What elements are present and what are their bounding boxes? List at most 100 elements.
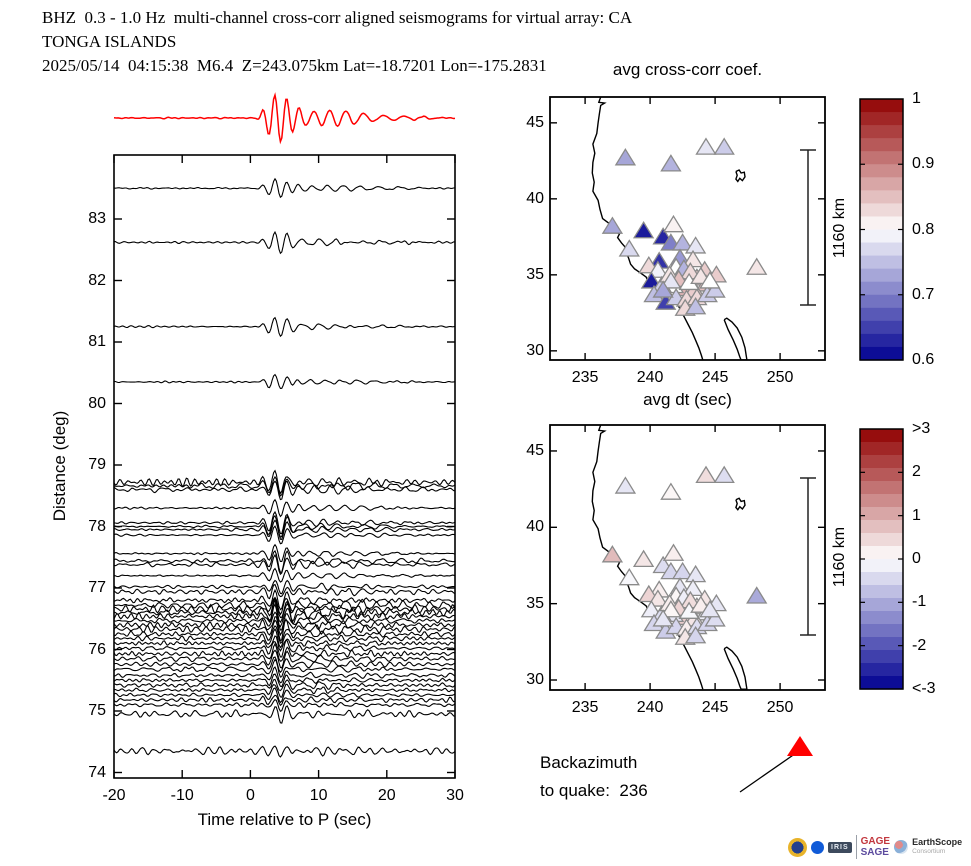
colorbar-step xyxy=(860,216,903,231)
station-triangle xyxy=(652,280,674,298)
colorbar-cc xyxy=(859,98,904,361)
station-triangle xyxy=(660,482,682,500)
colorbar-step xyxy=(860,585,903,599)
seismogram-trace xyxy=(113,705,456,724)
sage-label: SAGE xyxy=(860,847,889,858)
seismogram-trace xyxy=(113,510,456,535)
seis-yaxis-label: Distance (deg) xyxy=(50,410,69,522)
seismogram-trace xyxy=(113,475,456,497)
colorbar-step xyxy=(860,294,903,309)
colorbar-step xyxy=(860,346,903,361)
seismogram-trace xyxy=(113,579,456,595)
map-dt-title: avg dt (sec) xyxy=(643,390,732,409)
station-triangle xyxy=(746,586,768,604)
colorbar-step xyxy=(860,242,903,257)
colorbar-step xyxy=(860,203,903,218)
station-triangle xyxy=(662,543,685,561)
station-triangle xyxy=(713,465,735,484)
scalebar-label-bottom: 1160 km xyxy=(831,526,848,588)
seismogram-trace xyxy=(113,602,456,628)
coastline xyxy=(591,97,704,360)
colorbar-step xyxy=(860,598,903,612)
map-dt xyxy=(549,424,826,691)
colorbar-step xyxy=(860,164,903,178)
logo-row: IRIS GAGE SAGE EarthScope Consortium xyxy=(788,832,968,862)
colorbar-step xyxy=(860,125,903,139)
seismogram-trace xyxy=(113,625,456,645)
seismogram-trace xyxy=(114,230,456,255)
backazimuth-quake-triangle-icon xyxy=(787,736,813,756)
earthscope-logo-icon xyxy=(894,840,909,854)
seismogram-trace xyxy=(113,666,456,684)
colorbar-step xyxy=(860,559,903,573)
coastline-gulf xyxy=(723,317,748,360)
colorbar-step xyxy=(860,663,903,677)
earthscope-name: EarthScope xyxy=(912,837,963,847)
station-triangle xyxy=(652,609,674,627)
station-triangle xyxy=(601,545,624,563)
station-triangle xyxy=(632,549,655,568)
station-triangle xyxy=(695,465,717,484)
seismogram-trace xyxy=(113,694,456,707)
colorbar-step xyxy=(860,507,903,521)
colorbar-step xyxy=(860,190,903,204)
colorbar-step xyxy=(860,442,903,456)
colorbar-step xyxy=(860,624,903,638)
station-triangle xyxy=(662,214,685,233)
backazimuth-label-line1: Backazimuth xyxy=(540,753,638,772)
station-triangle xyxy=(699,271,721,289)
station-triangle xyxy=(671,233,694,251)
colorbar-step xyxy=(860,650,903,664)
map-inner xyxy=(591,425,768,690)
colorbar-step xyxy=(860,99,903,113)
seismogram-trace xyxy=(113,514,455,539)
colorbar-dt xyxy=(859,428,904,690)
seismogram-trace xyxy=(113,177,456,199)
seismogram-trace xyxy=(113,683,456,698)
backazimuth-line xyxy=(739,750,800,793)
map-cc xyxy=(549,96,826,361)
seismogram-trace xyxy=(113,480,456,501)
seismogram-trace xyxy=(113,639,456,658)
station-triangle xyxy=(660,271,682,289)
station-triangle xyxy=(684,297,707,315)
seismogram-trace xyxy=(113,525,456,545)
colorbar-step xyxy=(860,429,903,443)
station-triangle xyxy=(660,154,682,172)
station-triangle xyxy=(640,271,663,289)
colorbar-step xyxy=(860,229,903,244)
coastline xyxy=(591,425,704,690)
colorbar-step xyxy=(860,676,903,690)
coastline-gulf xyxy=(723,646,748,690)
seismogram-trace xyxy=(114,373,456,389)
seismogram-trace xyxy=(113,658,456,678)
colorbar-step xyxy=(860,307,903,322)
station-triangle xyxy=(601,216,624,234)
colorbar-step xyxy=(860,481,903,495)
seismogram-trace xyxy=(113,673,456,688)
seismogram-trace xyxy=(113,635,456,652)
station-triangle xyxy=(660,600,682,618)
seismogram-trace xyxy=(113,550,456,574)
seismogram-trace xyxy=(113,553,456,576)
figure-title-line2: TONGA ISLANDS xyxy=(42,32,177,51)
station-triangle xyxy=(699,600,721,618)
colorbar-step xyxy=(860,468,903,482)
colorbar-step xyxy=(860,520,903,534)
station-triangle xyxy=(640,600,663,618)
seismogram-trace xyxy=(113,649,456,669)
station-triangle xyxy=(618,239,640,257)
seismogram-trace xyxy=(113,543,456,563)
colorbar-step xyxy=(860,281,903,296)
iris-logo: IRIS xyxy=(828,841,852,853)
seismogram-trace xyxy=(113,678,456,692)
colorbar-step xyxy=(860,572,903,586)
nasa-logo-icon xyxy=(811,840,824,854)
nsf-logo-icon xyxy=(788,837,807,857)
colorbar-step xyxy=(860,533,903,547)
earthscope-consortium: Consortium xyxy=(912,848,946,855)
colorbar-step xyxy=(860,546,903,560)
station-triangle xyxy=(647,260,669,278)
